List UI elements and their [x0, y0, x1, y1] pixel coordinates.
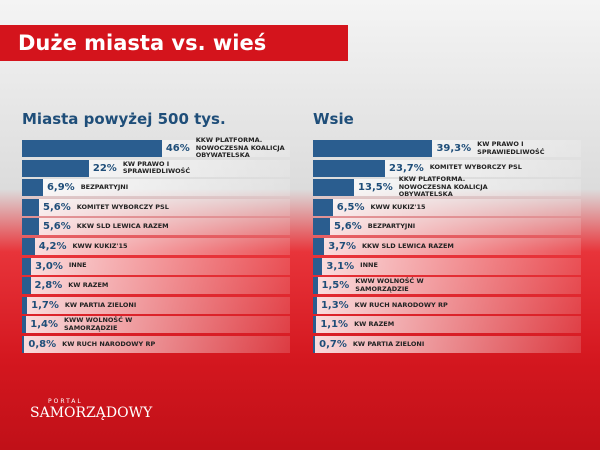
category-label: KKW SLD LEWICA RAZEM: [361, 241, 454, 250]
logo-main: SAMORZĄDOWY: [30, 405, 153, 421]
bar-row: 6,9% BEZPARTYJNI: [22, 179, 290, 197]
value-label: 6,9%: [46, 182, 75, 194]
bar: [313, 218, 331, 236]
logo: PORTAL SAMORZĄDOWY: [30, 398, 152, 421]
bar-row: 13,5% KKW PLATFORMA. NOWOCZESNA KOALICJA …: [313, 175, 581, 199]
value-label: 22%: [92, 162, 117, 174]
logo-top: PORTAL: [48, 398, 83, 405]
bar: [22, 140, 162, 157]
bar-row: 6,5% KWW KUKIZ'15: [313, 198, 581, 216]
category-label: KOMITET WYBORCZY PSL: [76, 202, 169, 211]
bar-row: 3,7% KKW SLD LEWICA RAZEM: [313, 238, 581, 255]
value-label: 39,3%: [436, 143, 472, 154]
bar: [313, 140, 433, 157]
bar: [22, 198, 40, 216]
value-label: 1,3%: [320, 299, 349, 311]
value-label: 23,7%: [389, 162, 424, 174]
bar-row: 1,5% KWW WOLNOŚĆ W SAMORZĄDZIE: [313, 277, 581, 295]
category-label: KKW PLATFORMA. NOWOCZESNA KOALICJA OBYWA…: [195, 136, 285, 160]
bar-row: 1,1% KW RAZEM: [313, 316, 581, 334]
bar-row: 46% KKW PLATFORMA. NOWOCZESNA KOALICJA OB…: [22, 136, 290, 160]
bar-row: 23,7% KOMITET WYBORCZY PSL: [313, 159, 581, 177]
bar-row: 39,3% KW PRAWO I SPRAWIEDLIWOŚĆ: [313, 140, 581, 157]
category-label: KW RUCH NARODOWY RP: [62, 339, 156, 348]
bar: [313, 277, 318, 295]
bar: [22, 179, 43, 197]
bar-row: 3,0% INNE: [22, 257, 290, 275]
value-label: 0,7%: [319, 339, 347, 350]
bar: [22, 336, 25, 353]
bar-row: 1,7% KW PARTIA ZIELONI: [22, 296, 290, 314]
category-label: KW PRAWO I SPRAWIEDLIWOŚĆ: [122, 159, 191, 176]
category-label: KW RUCH NARODOWY RP: [354, 300, 448, 309]
bar-row: 1,3% KW RUCH NARODOWY RP: [313, 296, 581, 314]
category-label: KW RAZEM: [68, 280, 109, 289]
bar: [313, 179, 355, 197]
value-label: 1,1%: [320, 319, 349, 331]
category-label: KKW PLATFORMA. NOWOCZESNA KOALICJA OBYWA…: [398, 175, 488, 199]
bar: [313, 316, 317, 334]
value-label: 1,5%: [321, 280, 350, 292]
value-label: 5,6%: [43, 201, 71, 213]
bar-row: 5,6% KKW SLD LEWICA RAZEM: [22, 218, 290, 236]
bar-row: 22% KW PRAWO I SPRAWIEDLIWOŚĆ: [22, 159, 290, 177]
category-label: KWW WOLNOŚĆ W SAMORZĄDZIE: [63, 316, 133, 332]
category-label: KW RAZEM: [354, 320, 395, 329]
category-label: KWW WOLNOŚĆ W SAMORZĄDZIE: [355, 277, 424, 293]
value-label: 3,7%: [328, 241, 356, 252]
category-label: KWW KUKIZ'15: [72, 241, 128, 250]
category-label: KWW KUKIZ'15: [370, 202, 426, 211]
value-label: 1,7%: [31, 299, 59, 311]
value-label: 46%: [165, 143, 190, 154]
category-label: INNE: [68, 261, 87, 270]
bar: [22, 159, 89, 177]
bar-row: 0,7% KW PARTIA ZIELONI: [313, 336, 581, 353]
value-label: 4,2%: [38, 241, 67, 252]
bar-row: 5,6% KOMITET WYBORCZY PSL: [22, 198, 290, 216]
category-label: KW PRAWO I SPRAWIEDLIWOŚĆ: [477, 140, 545, 156]
bar-row: 3,1% INNE: [313, 257, 581, 275]
category-label: KW PARTIA ZIELONI: [352, 339, 425, 348]
value-label: 5,6%: [334, 221, 362, 233]
category-label: INNE: [360, 261, 378, 270]
bar: [313, 238, 325, 255]
bar: [313, 296, 317, 314]
chart-title: Wsie: [313, 110, 354, 128]
bar: [313, 159, 386, 177]
bar: [22, 218, 40, 236]
category-label: KKW SLD LEWICA RAZEM: [76, 222, 169, 231]
bar-row: 2,8% KW RAZEM: [22, 277, 290, 295]
bar: [22, 257, 32, 275]
category-label: KW PARTIA ZIELONI: [64, 300, 137, 309]
chart-title: Miasta powyżej 500 tys.: [22, 110, 226, 128]
category-label: BEZPARTYJNI: [367, 222, 416, 231]
page-title: Duże miasta vs. wieś: [0, 25, 348, 61]
bar: [22, 277, 31, 295]
value-label: 13,5%: [358, 182, 393, 194]
bar: [22, 316, 27, 334]
value-label: 0,8%: [28, 339, 57, 350]
bar: [22, 238, 35, 255]
value-label: 2,8%: [34, 280, 63, 292]
bar-row: 4,2% KWW KUKIZ'15: [22, 238, 290, 255]
bar-row: 1,4% KWW WOLNOŚĆ W SAMORZĄDZIE: [22, 316, 290, 334]
bar: [313, 336, 316, 353]
bar: [313, 257, 323, 275]
bar-row: 5,6% BEZPARTYJNI: [313, 218, 581, 236]
category-label: KOMITET WYBORCZY PSL: [429, 163, 522, 172]
value-label: 6,5%: [336, 201, 365, 213]
bar: [22, 296, 28, 314]
bar-row: 0,8% KW RUCH NARODOWY RP: [22, 336, 290, 353]
category-label: BEZPARTYJNI: [80, 182, 129, 191]
value-label: 5,6%: [43, 221, 71, 233]
bar: [313, 198, 333, 216]
value-label: 3,0%: [35, 260, 63, 272]
value-label: 3,1%: [326, 260, 355, 272]
value-label: 1,4%: [30, 319, 58, 331]
